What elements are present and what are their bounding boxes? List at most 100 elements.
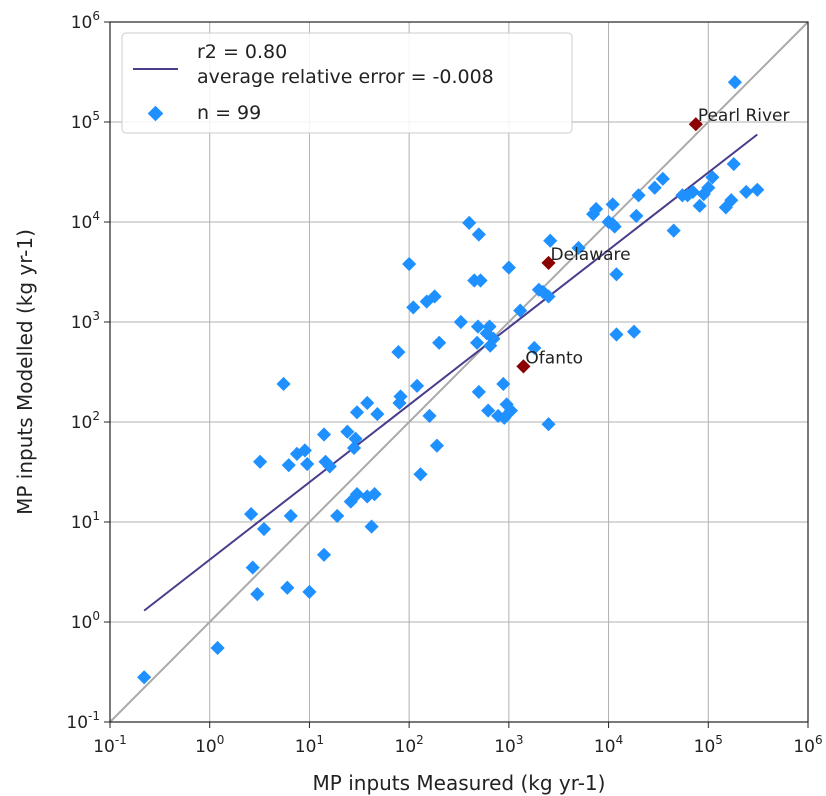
data-point (692, 198, 707, 213)
data-point (626, 324, 642, 339)
data-point (589, 201, 604, 217)
ticks: 10-1 100 101 102 103 104 105 106 10-1 100 101 102 10… (66, 9, 822, 757)
data-point (391, 345, 406, 360)
data-point (300, 456, 315, 472)
data-point (473, 273, 488, 288)
data-point (256, 521, 272, 537)
x-tick-label: 10-1 (93, 733, 127, 757)
data-point (607, 219, 622, 234)
x-tick-label: 102 (395, 733, 424, 757)
data-point (571, 240, 586, 256)
data-point (409, 378, 425, 393)
data-point (471, 384, 486, 399)
data-point (346, 440, 362, 456)
data-point (609, 267, 624, 282)
x-tick-label: 103 (494, 733, 523, 757)
y-tick-label: 10-1 (66, 709, 100, 733)
data-point (302, 584, 317, 599)
data-point (496, 376, 511, 392)
data-point (429, 438, 445, 453)
y-tick-label: 106 (71, 9, 100, 33)
data-point (470, 335, 485, 350)
data-point (322, 459, 337, 474)
highlighted-point (688, 117, 703, 132)
data-point (348, 431, 363, 446)
data-point (210, 640, 225, 656)
y-tick-label: 102 (71, 409, 100, 433)
data-point (422, 408, 437, 424)
data-point (297, 443, 312, 458)
data-point (137, 670, 152, 685)
data-points (137, 75, 765, 685)
y-tick-label: 104 (71, 209, 100, 233)
data-point (432, 335, 447, 350)
data-point (501, 260, 516, 275)
legend: r2 = 0.80 average relative error = -0.00… (121, 32, 573, 134)
data-point (527, 340, 542, 356)
y-axis-title: MP inputs Modelled (kg yr-1) (13, 229, 37, 515)
legend-point-marker (147, 105, 164, 122)
data-point (276, 376, 291, 392)
data-point (316, 427, 332, 442)
highlighted-point (541, 255, 556, 270)
data-point (406, 300, 421, 315)
data-point (727, 75, 742, 90)
data-point (244, 507, 259, 522)
data-point (724, 193, 739, 208)
data-point (364, 519, 379, 534)
y-tick-label: 101 (71, 509, 100, 533)
highlight-label: Ofanto (525, 348, 583, 368)
y-tick-label: 100 (71, 609, 100, 633)
x-tick-label: 106 (793, 733, 822, 757)
data-point (701, 180, 716, 195)
data-point (471, 227, 486, 242)
data-point (541, 417, 556, 432)
legend-regression-label-1: r2 = 0.80 (197, 41, 287, 63)
data-point (543, 233, 558, 248)
data-point (609, 327, 624, 342)
reference-lines (109, 21, 809, 723)
data-point (486, 331, 501, 346)
data-point (655, 171, 670, 186)
data-point (705, 170, 720, 185)
data-point (750, 182, 765, 197)
data-point (605, 197, 620, 212)
data-point (666, 223, 681, 238)
highlight-label: Delaware (551, 245, 631, 265)
data-point (253, 454, 268, 469)
data-point (503, 403, 519, 418)
data-point (482, 319, 497, 334)
data-point (316, 547, 332, 562)
data-point (413, 467, 428, 482)
y-tick-label: 103 (71, 309, 100, 333)
data-point (739, 184, 754, 199)
x-tick-label: 100 (195, 733, 224, 757)
data-point (402, 256, 417, 272)
legend-box (121, 32, 573, 134)
data-point (360, 395, 375, 411)
legend-points-label: n = 99 (197, 102, 261, 124)
identity-line (109, 21, 809, 723)
data-point (370, 407, 385, 422)
highlighted-point (516, 359, 531, 374)
data-point (470, 319, 486, 334)
data-point (280, 580, 295, 595)
x-tick-label: 101 (295, 733, 324, 757)
data-point (427, 289, 442, 304)
y-tick-label: 105 (71, 109, 100, 133)
data-point (367, 487, 382, 502)
x-tick-label: 104 (594, 733, 623, 757)
data-point (281, 458, 296, 473)
data-point (453, 314, 468, 330)
regression-line (143, 133, 758, 612)
data-point (340, 424, 355, 439)
data-point (392, 395, 407, 411)
data-point (726, 156, 741, 172)
x-tick-label: 105 (694, 733, 723, 757)
data-point (349, 405, 365, 420)
data-point (349, 487, 365, 502)
x-axis-title: MP inputs Measured (kg yr-1) (313, 771, 606, 795)
data-point (462, 215, 477, 230)
legend-regression-label-2: average relative error = -0.008 (197, 66, 494, 88)
